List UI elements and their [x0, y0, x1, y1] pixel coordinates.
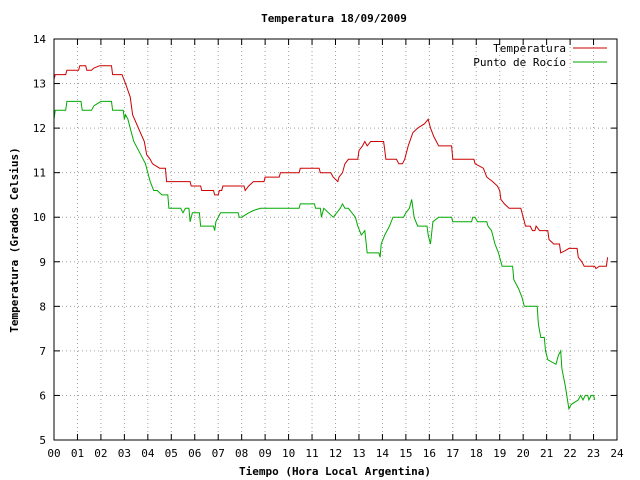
- x-tick-label: 14: [376, 447, 390, 460]
- chart-title: Temperatura 18/09/2009: [261, 12, 407, 25]
- x-tick-label: 00: [47, 447, 60, 460]
- x-tick-label: 17: [446, 447, 459, 460]
- y-tick-label: 9: [39, 256, 46, 269]
- x-tick-label: 24: [610, 447, 624, 460]
- y-tick-label: 14: [33, 33, 47, 46]
- x-tick-label: 02: [94, 447, 107, 460]
- x-tick-label: 08: [235, 447, 248, 460]
- x-tick-label: 10: [282, 447, 295, 460]
- y-tick-label: 10: [33, 211, 46, 224]
- ticks: [53, 38, 618, 441]
- grid: [54, 39, 617, 440]
- y-tick-label: 5: [39, 434, 46, 447]
- x-tick-label: 19: [493, 447, 506, 460]
- x-axis-label: Tiempo (Hora Local Argentina): [239, 465, 431, 478]
- x-tick-label: 05: [165, 447, 178, 460]
- series-line-punto-de-rocio: [53, 100, 596, 411]
- x-tick-label: 16: [423, 447, 436, 460]
- legend-label: Temperatura: [493, 42, 566, 55]
- legend-label: Punto de Rocío: [473, 56, 566, 69]
- x-tick-label: 06: [188, 447, 201, 460]
- y-axis-label: Temperatura (Grados Celsius): [8, 147, 21, 332]
- x-tick-label: 13: [352, 447, 365, 460]
- x-tick-label: 15: [399, 447, 412, 460]
- y-tick-label: 12: [33, 122, 46, 135]
- x-tick-label: 09: [259, 447, 272, 460]
- y-tick-labels: 5 6 7 8 9 10 11 12 13 14: [33, 33, 47, 447]
- y-tick-label: 11: [33, 167, 46, 180]
- x-tick-label: 22: [563, 447, 576, 460]
- x-tick-label: 18: [470, 447, 483, 460]
- x-tick-label: 12: [329, 447, 342, 460]
- x-tick-label: 04: [141, 447, 155, 460]
- series-lines: [53, 65, 609, 411]
- x-tick-label: 21: [540, 447, 553, 460]
- x-tick-label: 11: [305, 447, 318, 460]
- x-tick-label: 23: [587, 447, 600, 460]
- y-tick-label: 13: [33, 78, 46, 91]
- y-tick-label: 8: [39, 300, 46, 313]
- y-tick-label: 6: [39, 389, 46, 402]
- x-tick-labels: 00 01 02 03 04 05 06 07 08 09 10 11 12 13 14 15 16 17 18 19…: [47, 447, 624, 460]
- x-tick-label: 07: [212, 447, 225, 460]
- x-tick-label: 20: [517, 447, 530, 460]
- x-tick-label: 03: [118, 447, 131, 460]
- series-line-temperatura: [53, 65, 609, 270]
- y-tick-label: 7: [39, 345, 46, 358]
- x-tick-label: 01: [71, 447, 84, 460]
